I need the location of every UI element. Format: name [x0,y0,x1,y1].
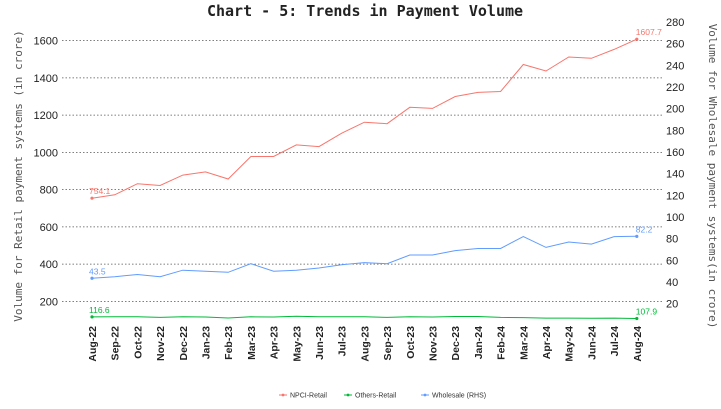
x-tick-label: Dec-22 [178,326,190,361]
legend-marker [281,393,285,397]
right-tick-label: 280 [666,17,684,29]
x-tick-label: Jan-24 [473,326,485,359]
x-tick-label: Aug-22 [87,326,99,362]
right-tick-label: 180 [666,125,684,137]
x-tick-label: Apr-23 [269,326,281,359]
series-line [91,315,637,319]
data-label: 754.1 [89,186,111,196]
legend-label: Wholesale (RHS) [432,393,486,400]
data-label: 82.2 [636,224,653,234]
x-tick-label: Jun-24 [586,326,598,360]
data-point [635,37,639,41]
right-tick-label: 160 [666,147,684,159]
left-tick-label: 1000 [34,147,58,159]
x-tick-label: Sep-22 [110,326,122,361]
x-tick-label: Aug-23 [359,326,371,362]
left-tick-label: 800 [40,185,58,197]
right-tick-label: 60 [666,255,678,267]
legend: NPCI-Retail Others-Retail Wholesale (RHS) [279,393,486,400]
right-tick-label: 80 [666,234,678,246]
left-axis-title: Volume for Retail payment systems (in cr… [12,30,25,321]
x-tick-label: Dec-23 [450,326,462,361]
series-line [91,235,637,279]
x-tick-label: Jul-24 [609,326,621,357]
legend-label: Others-Retail [355,393,397,400]
right-tick-label: 40 [666,277,678,289]
x-tick-label: Jan-23 [201,326,213,359]
data-labels: 754.1 1607.7 116.6 107.9 43.5 82.2 [89,27,662,316]
left-tick-label: 400 [40,259,58,271]
data-point [635,234,639,238]
left-tick-label: 600 [40,222,58,234]
data-label: 116.6 [89,305,110,315]
data-point [90,315,94,319]
x-tick-label: May-23 [291,326,303,362]
x-tick-label: May-24 [564,326,576,362]
x-tick-label: Mar-24 [518,326,530,360]
data-label: 43.5 [89,266,106,276]
x-tick-label: Sep-23 [382,326,394,361]
x-tick-label: Nov-23 [428,326,440,361]
series-line [91,38,638,199]
x-tick-label: Mar-23 [246,326,258,360]
x-tick-label: Nov-22 [155,326,167,361]
x-tick-label: Oct-23 [405,326,417,359]
data-label: 1607.7 [636,27,662,37]
right-tick-label: 260 [666,39,684,51]
data-point [635,316,639,321]
legend-marker [423,393,427,397]
legend-label: NPCI-Retail [290,393,327,400]
data-label: 107.9 [636,307,658,317]
data-point [90,196,94,200]
x-tick-label: Aug-24 [632,326,644,362]
series-lines [90,37,639,321]
left-axis: 200 400 600 800 1000 1200 1400 1600 [34,36,58,309]
x-tick-label: Jun-23 [314,326,326,360]
right-axis: 20 40 60 80 100 120 140 160 180 200 220 240 260 280 [666,17,684,311]
right-tick-label: 240 [666,60,684,72]
x-tick-label: Oct-22 [132,326,144,359]
left-tick-label: 1400 [34,73,58,85]
right-tick-label: 200 [666,104,684,116]
x-tick-label: Jul-23 [337,326,349,357]
grid-lines [62,40,662,302]
right-tick-label: 20 [666,299,678,311]
right-tick-label: 140 [666,169,684,181]
x-tick-label: Apr-24 [541,326,553,359]
x-axis: Aug-22 Sep-22 Oct-22 Nov-22 Dec-22 Jan-23 Feb-… [87,326,644,362]
data-point [90,276,94,280]
left-tick-label: 1600 [34,36,58,48]
chart-title: Chart - 5: Trends in Payment Volume [207,2,523,20]
legend-marker [346,393,350,397]
left-tick-label: 200 [40,296,58,308]
right-tick-label: 120 [666,190,684,202]
left-tick-label: 1200 [34,110,58,122]
right-axis-title: Volume for Wholesale payment systems(in … [706,24,719,329]
x-tick-label: Feb-24 [496,326,508,360]
right-tick-label: 220 [666,82,684,94]
x-tick-label: Feb-23 [223,326,235,360]
right-tick-label: 100 [666,212,684,224]
